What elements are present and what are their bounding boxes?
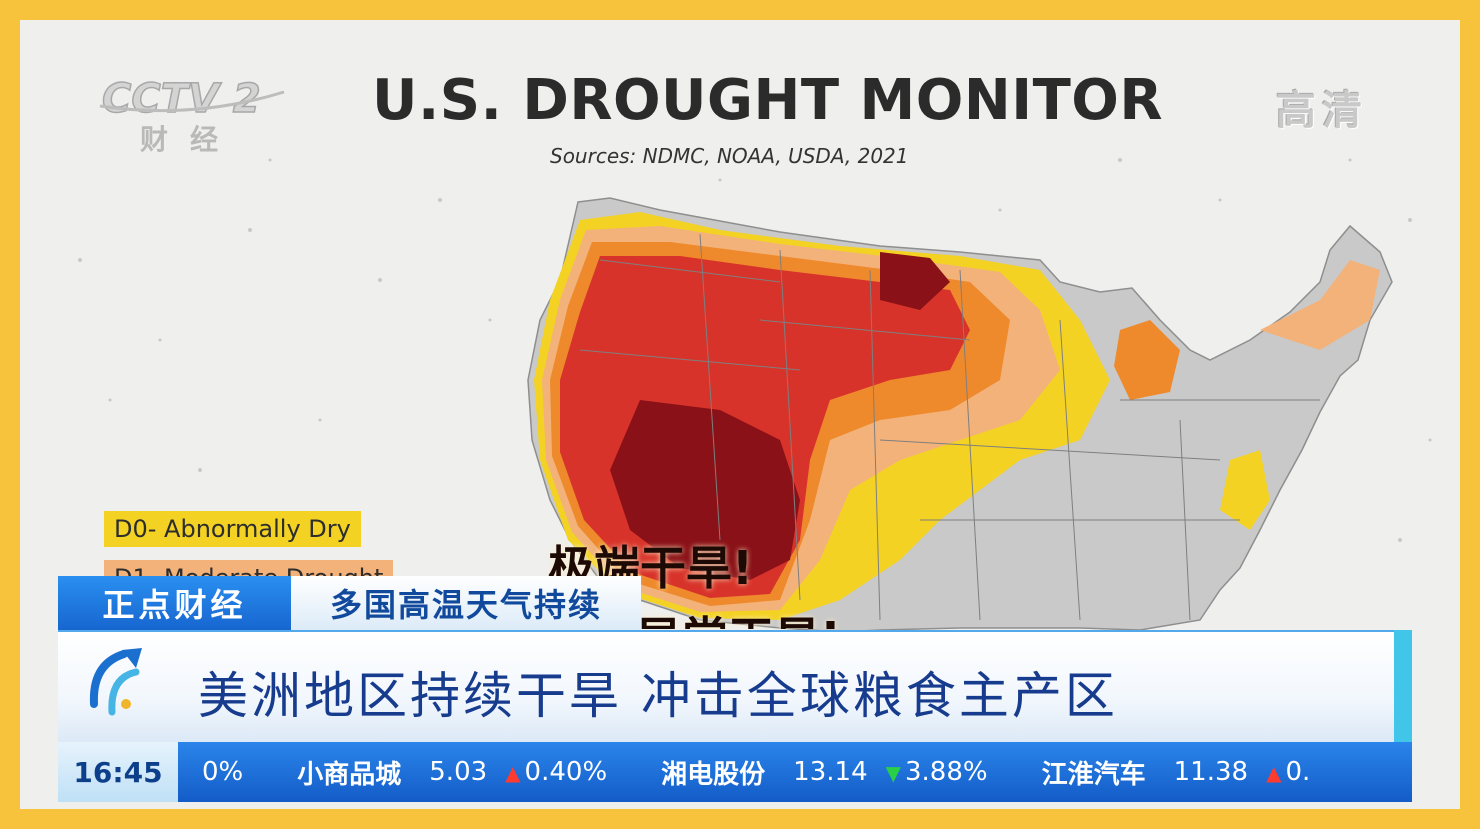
stock-ticker: 0% 小商品城 5.03 ▲ 0.40% 湘电股份 13.14 ▼ 3.88% 江淮汽车 11.38… <box>202 742 1410 802</box>
legend-d0: D0- Abnormally Dry <box>104 511 361 547</box>
headline-bar <box>58 630 1412 744</box>
hd-label: 高清 <box>1276 88 1368 134</box>
channel-subtitle: 财经 <box>140 123 241 156</box>
cctv-logo: CCTV 2 <box>99 75 285 123</box>
clock: 16:45 <box>58 742 178 802</box>
ticker-stock-price: 13.14 <box>793 757 868 787</box>
video-frame: CCTV 2 财经 高清 U.S. DROUGHT MONITOR Source… <box>20 20 1460 809</box>
cctv-finance-arrow-icon <box>89 648 142 716</box>
headline-text: 美洲地区持续干旱 冲击全球粮食主产区 <box>198 667 1118 725</box>
down-arrow-icon: ▼ <box>885 761 901 785</box>
ticker-bar <box>58 742 1412 802</box>
up-arrow-icon: ▲ <box>1266 761 1282 785</box>
ticker-stock-name: 小商品城 <box>297 759 402 790</box>
graphic-title: U.S. DROUGHT MONITOR <box>372 68 1164 133</box>
program-tag: 正点财经 <box>58 576 291 630</box>
up-arrow-icon: ▲ <box>505 761 521 785</box>
topic-tag: 多国高温天气持续 <box>291 576 641 630</box>
ticker-stock-change: ▲ 0. <box>1266 757 1311 787</box>
cctv-logo-text: CCTV 2 <box>102 76 261 122</box>
ticker-stock-name: 湘电股份 <box>661 759 766 790</box>
overlay-caption-2: 异常干旱! <box>636 603 841 629</box>
ticker-stock-change: ▲ 0.40% <box>505 757 608 787</box>
drought-map <box>527 197 1393 633</box>
ticker-stock-price: 5.03 <box>429 757 488 787</box>
graphic-sources: Sources: NDMC, NOAA, USDA, 2021 <box>550 144 909 168</box>
paper-texture <box>78 158 1432 542</box>
ticker-stock-change: ▼ 3.88% <box>885 757 988 787</box>
ticker-stock-price: 11.38 <box>1173 757 1249 787</box>
headline-accent <box>1394 630 1412 742</box>
ticker-stock-name: 江淮汽车 <box>1041 759 1146 790</box>
ticker-stock-change: 0% <box>202 757 244 787</box>
